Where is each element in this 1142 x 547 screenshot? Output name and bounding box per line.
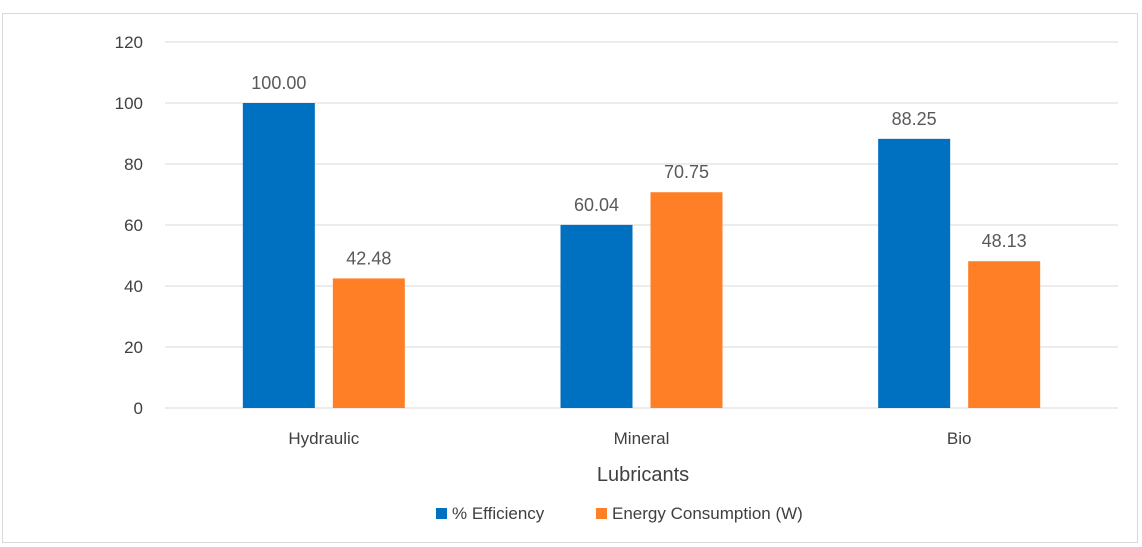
bar-bio-1 (968, 261, 1041, 408)
data-label: 60.04 (574, 195, 619, 215)
gridlines (165, 41, 1118, 409)
y-axis-ticks: 0 20 40 60 80 100 120 (115, 33, 143, 418)
legend: % Efficiency Energy Consumption (W) (436, 504, 803, 523)
data-label: 48.13 (982, 231, 1027, 251)
y-tick-label: 60 (124, 216, 143, 235)
y-tick-label: 20 (124, 338, 143, 357)
x-tick-label: Bio (947, 429, 972, 448)
y-tick-label: 120 (115, 33, 143, 52)
x-axis-ticks: Hydraulic Mineral Bio (288, 429, 971, 448)
y-tick-label: 40 (124, 277, 143, 296)
legend-swatch (436, 508, 447, 519)
x-tick-label: Mineral (614, 429, 670, 448)
data-label: 100.00 (251, 73, 306, 93)
x-tick-label: Hydraulic (288, 429, 359, 448)
bar-bio-0 (878, 138, 951, 408)
data-label: 88.25 (892, 109, 937, 129)
data-labels: 100.00 42.48 60.04 70.75 88.25 48.13 (251, 73, 1026, 268)
y-tick-label: 100 (115, 94, 143, 113)
y-tick-label: 80 (124, 155, 143, 174)
y-tick-label: 0 (134, 399, 143, 418)
data-label: 42.48 (346, 248, 391, 268)
data-label: 70.75 (664, 162, 709, 182)
bar-mineral-0 (560, 224, 633, 408)
x-axis-title: Lubricants (597, 464, 689, 486)
bar-hydraulic-1 (332, 278, 405, 408)
bars (242, 103, 1041, 408)
legend-label: Energy Consumption (W) (612, 504, 803, 523)
legend-label: % Efficiency (452, 504, 545, 523)
bar-hydraulic-0 (242, 103, 315, 408)
bar-mineral-1 (650, 192, 723, 408)
legend-swatch (596, 508, 607, 519)
